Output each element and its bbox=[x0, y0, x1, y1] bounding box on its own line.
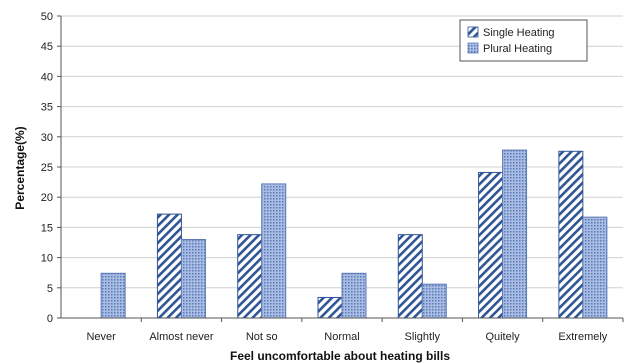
y-tick-label: 40 bbox=[41, 71, 53, 83]
x-tick-labels: Never Almost never Not so Normal Slightly Qui… bbox=[86, 331, 607, 343]
x-tick-label: Not so bbox=[246, 331, 278, 343]
x-tick-label: Slightly bbox=[405, 331, 441, 343]
bar-plural-heating-quitely bbox=[502, 149, 528, 319]
legend-swatch-single-heating bbox=[467, 26, 479, 38]
bar-plural-heating-extremely bbox=[582, 216, 608, 319]
bar-plural-heating-not-so bbox=[261, 183, 287, 319]
bar-plural-heating-normal bbox=[341, 272, 367, 319]
legend: Single Heating Plural Heating bbox=[459, 19, 588, 62]
y-tick-label: 20 bbox=[41, 192, 53, 204]
legend-label-single-heating: Single Heating bbox=[483, 27, 555, 39]
bars bbox=[100, 149, 608, 319]
bar-single-heating-quitely bbox=[478, 171, 504, 319]
bar-single-heating-not-so bbox=[237, 234, 263, 319]
y-tick-label: 0 bbox=[47, 313, 53, 325]
legend-swatch-plural-heating bbox=[467, 42, 479, 54]
x-tick-label: Never bbox=[86, 331, 116, 343]
legend-box bbox=[459, 19, 588, 62]
bar-single-heating-slightly bbox=[397, 234, 423, 319]
x-axis-title: Feel uncomfortable about heating bills bbox=[230, 349, 450, 363]
y-tick-label: 45 bbox=[41, 41, 53, 53]
y-tick-label: 5 bbox=[47, 283, 53, 295]
bar-plural-heating-never bbox=[100, 272, 126, 319]
bar-single-heating-normal bbox=[317, 296, 343, 319]
y-tick-label: 50 bbox=[41, 11, 53, 23]
y-tick-label: 35 bbox=[41, 102, 53, 114]
x-tick-label: Quitely bbox=[485, 331, 520, 343]
bar-single-heating-extremely bbox=[558, 150, 584, 319]
gridlines bbox=[57, 15, 624, 322]
bar-single-heating-almost-never bbox=[156, 213, 182, 319]
y-tick-labels: 0 5 10 15 20 25 30 35 40 45 50 bbox=[41, 11, 53, 325]
y-tick-label: 15 bbox=[41, 222, 53, 234]
bar-plural-heating-almost-never bbox=[180, 238, 206, 319]
y-tick-label: 30 bbox=[41, 132, 53, 144]
y-axis-title: Percentage(%) bbox=[13, 126, 27, 209]
y-tick-label: 25 bbox=[41, 162, 53, 174]
y-tick-label: 10 bbox=[41, 253, 53, 265]
x-tick-label: Almost never bbox=[149, 331, 214, 343]
x-tick-label: Extremely bbox=[558, 331, 607, 343]
x-tick-label: Normal bbox=[324, 331, 359, 343]
legend-label-plural-heating: Plural Heating bbox=[483, 43, 552, 55]
bar-plural-heating-slightly bbox=[421, 283, 447, 319]
